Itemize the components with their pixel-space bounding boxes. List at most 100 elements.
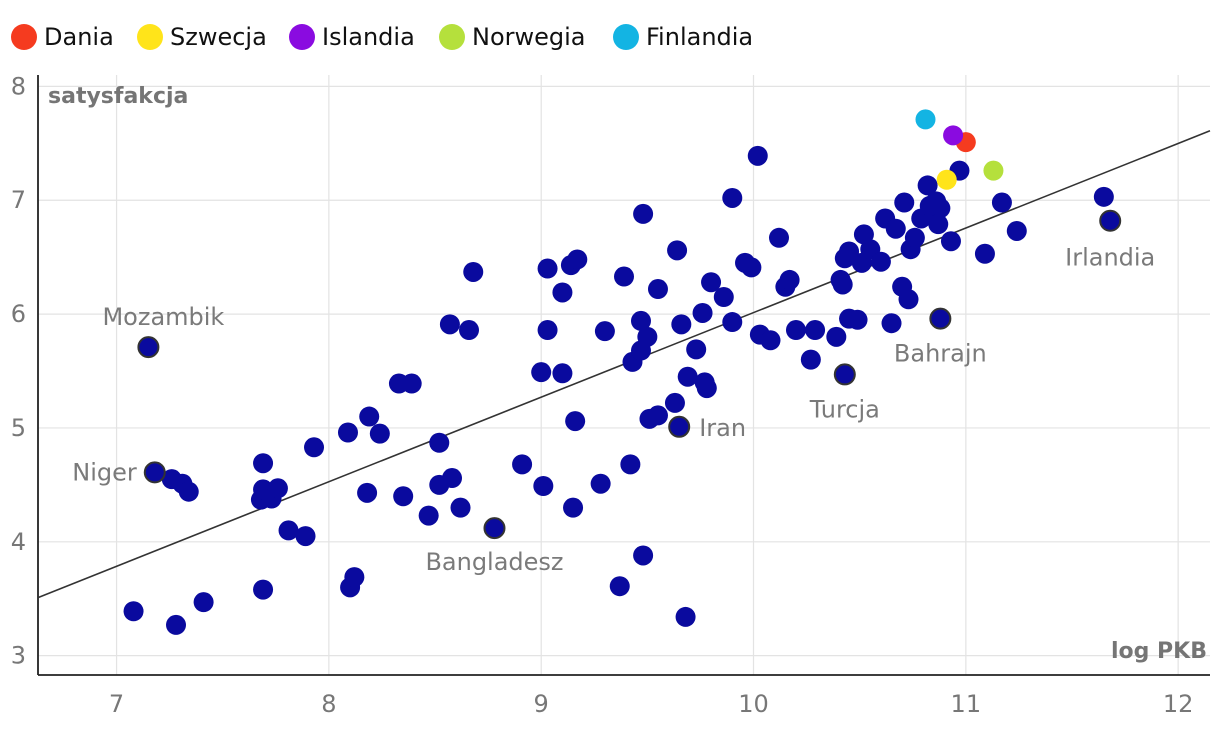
data-point <box>565 411 586 432</box>
labeled-data-point <box>668 415 691 438</box>
data-point <box>123 601 144 622</box>
data-point <box>847 309 868 330</box>
y-tick-label: 3 <box>11 642 26 670</box>
legend-item: Islandia <box>289 23 415 51</box>
legend-label: Finlandia <box>646 23 753 51</box>
legend-swatch <box>613 24 639 50</box>
data-point <box>304 437 325 458</box>
data-point <box>991 192 1012 213</box>
point-label: Bangladesz <box>425 548 563 576</box>
data-point <box>832 274 853 295</box>
legend-item: Norwegia <box>439 23 586 51</box>
legend-swatch <box>11 24 37 50</box>
point-label: Iran <box>699 414 746 442</box>
data-point <box>337 422 358 443</box>
legend-swatch <box>137 24 163 50</box>
x-tick-label: 11 <box>951 690 982 718</box>
data-point <box>741 257 762 278</box>
data-point <box>917 175 938 196</box>
data-point <box>805 320 826 341</box>
data-point <box>677 366 698 387</box>
point-labels: Mozambik Niger Bangladesz Iran Turcja Bahrajn… <box>72 244 1155 576</box>
point-label: Mozambik <box>102 303 224 331</box>
point-label: Niger <box>72 458 137 486</box>
data-point <box>747 145 768 166</box>
x-tick-label: 9 <box>534 690 549 718</box>
data-point <box>590 473 611 494</box>
data-point <box>667 240 688 261</box>
data-point <box>885 218 906 239</box>
data-point <box>594 321 615 342</box>
data-point <box>401 373 422 394</box>
data-point <box>898 289 919 310</box>
data-point <box>664 392 685 413</box>
data-point <box>359 406 380 427</box>
x-tick-label: 7 <box>109 690 124 718</box>
point-label: Turcja <box>809 395 880 423</box>
legend-label: Szwecja <box>170 23 267 51</box>
point-label: Irlandia <box>1065 244 1155 272</box>
data-point <box>701 272 722 293</box>
data-point <box>344 567 365 588</box>
data-point <box>760 330 781 351</box>
highlighted-point <box>936 169 957 190</box>
data-point <box>647 279 668 300</box>
y-tick-label: 5 <box>11 414 26 442</box>
data-point <box>768 227 789 248</box>
highlighted-point <box>943 125 964 146</box>
legend-label: Norwegia <box>472 23 586 51</box>
data-point <box>800 349 821 370</box>
data-point <box>614 266 634 287</box>
data-point <box>512 454 533 475</box>
data-point <box>713 287 734 308</box>
data-point <box>393 486 414 507</box>
data-point <box>940 231 961 252</box>
data-point <box>531 362 552 383</box>
data-point <box>253 579 274 600</box>
point-label: Bahrajn <box>894 340 987 368</box>
data-point <box>267 478 288 499</box>
data-point <box>295 526 316 547</box>
data-point <box>253 453 274 474</box>
data-point <box>779 269 800 290</box>
data-point <box>633 545 654 566</box>
data-point <box>178 481 199 502</box>
legend-item: Dania <box>11 23 114 51</box>
data-point <box>567 249 588 270</box>
data-point <box>429 432 450 453</box>
labeled-data-point <box>929 307 952 330</box>
data-point <box>633 203 654 224</box>
data-point <box>552 363 573 384</box>
x-tick-label: 10 <box>738 690 769 718</box>
x-axis-label: log PKB <box>1111 639 1207 664</box>
data-point <box>620 454 641 475</box>
data-point <box>278 520 299 541</box>
legend-item: Szwecja <box>137 23 267 51</box>
data-point <box>974 243 995 264</box>
labeled-data-point <box>833 363 856 386</box>
labeled-data-point <box>1099 209 1122 232</box>
data-point <box>533 476 554 497</box>
legend-label: Dania <box>44 23 114 51</box>
highlighted-point <box>915 109 936 130</box>
legend-item: Finlandia <box>613 23 753 51</box>
x-tick-label: 12 <box>1163 690 1194 718</box>
legend-swatch <box>439 24 465 50</box>
data-point <box>609 576 630 597</box>
data-point <box>463 261 484 282</box>
data-point <box>537 320 558 341</box>
data-point <box>696 378 717 399</box>
grid: 7 8 9 10 11 12 3 4 5 6 7 8 <box>11 72 1210 718</box>
data-point <box>826 326 847 347</box>
data-point <box>166 614 187 635</box>
data-point <box>193 592 214 613</box>
data-point <box>692 302 713 323</box>
y-axis-label: satysfakcja <box>48 84 188 109</box>
data-point <box>563 497 584 518</box>
y-tick-label: 4 <box>11 528 26 556</box>
legend-swatch <box>289 24 315 50</box>
data-point <box>369 423 390 444</box>
data-point <box>870 251 891 272</box>
data-point <box>722 187 743 208</box>
